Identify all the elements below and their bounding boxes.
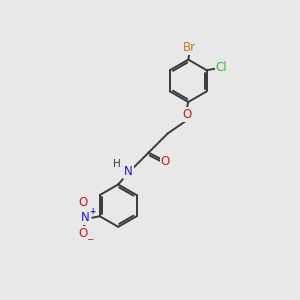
Text: N: N	[81, 211, 90, 224]
Text: O: O	[182, 108, 191, 121]
Text: O: O	[161, 155, 170, 168]
Text: N: N	[124, 165, 133, 178]
Text: −: −	[86, 234, 94, 243]
Text: O: O	[78, 226, 87, 239]
Text: Br: Br	[183, 41, 196, 54]
Text: H: H	[112, 158, 120, 169]
Text: O: O	[78, 196, 87, 209]
Text: +: +	[89, 207, 95, 216]
Text: Cl: Cl	[215, 61, 227, 74]
